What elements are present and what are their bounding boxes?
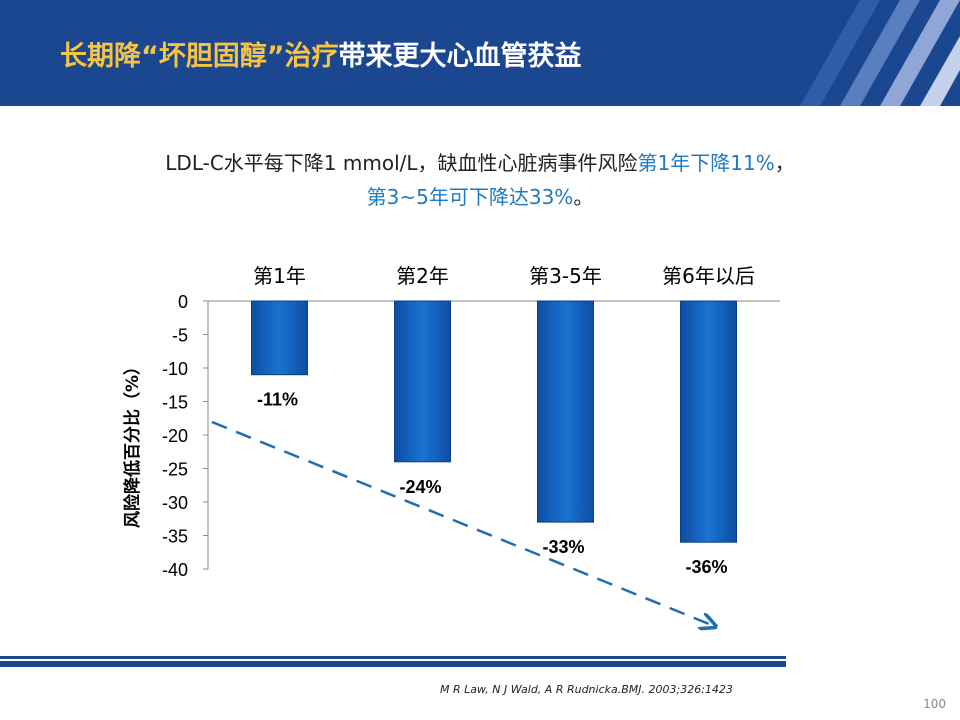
bar [251,300,308,376]
slide-title-part1: 长期降“坏胆固醇”治疗 [60,41,339,72]
trend-arrow [211,420,714,626]
y-tick-label: -35 [162,527,188,547]
y-tick-label: -25 [162,460,188,480]
data-label: -36% [685,557,727,577]
bar [394,300,451,463]
y-tick-label: -5 [172,326,188,346]
y-tick-label: -40 [162,560,188,580]
data-label: -24% [399,477,441,497]
subtitle-line1-highlight: 第1年下降11% [637,151,775,175]
footer-rule [0,656,786,667]
subtitle-line-1: LDL-C水平每下降1 mmol/L，缺血性心脏病事件风险第1年下降11%， [0,146,960,180]
bar [537,300,594,523]
y-tick-label: 0 [178,292,188,312]
category-label: 第2年 [396,264,449,288]
subtitle-line1-plain: LDL-C水平每下降1 mmol/L，缺血性心脏病事件风险 [165,151,638,175]
y-axis-title: 风险降低百分比（%） [122,358,143,528]
subtitle: LDL-C水平每下降1 mmol/L，缺血性心脏病事件风险第1年下降11%， 第… [0,146,960,214]
category-label: 第1年 [253,264,306,288]
subtitle-line1-tail: ， [774,151,795,175]
subtitle-line-2: 第3~5年可下降达33%。 [0,180,960,214]
header-bar: 长期降“坏胆固醇”治疗带来更大心血管获益 [0,0,960,106]
y-tick-label: -20 [162,426,188,446]
header-decoration [800,0,960,106]
page-number: 100 [923,697,946,711]
y-tick-label: -15 [162,393,188,413]
slide-title: 长期降“坏胆固醇”治疗带来更大心血管获益 [60,34,582,73]
bar [680,300,737,543]
slide-title-part2: 带来更大心血管获益 [338,41,582,72]
subtitle-line2-tail: 。 [573,185,594,209]
subtitle-line2-highlight: 第3~5年可下降达33% [366,185,574,209]
y-tick-label: -30 [162,493,188,513]
citation: M R Law, N J Wald, A R Rudnicka.BMJ. 200… [440,683,733,696]
category-label: 第3-5年 [529,264,602,288]
y-tick-label: -10 [162,359,188,379]
data-label: -11% [257,390,298,410]
category-label: 第6年以后 [662,264,755,288]
data-label: -33% [542,537,584,557]
